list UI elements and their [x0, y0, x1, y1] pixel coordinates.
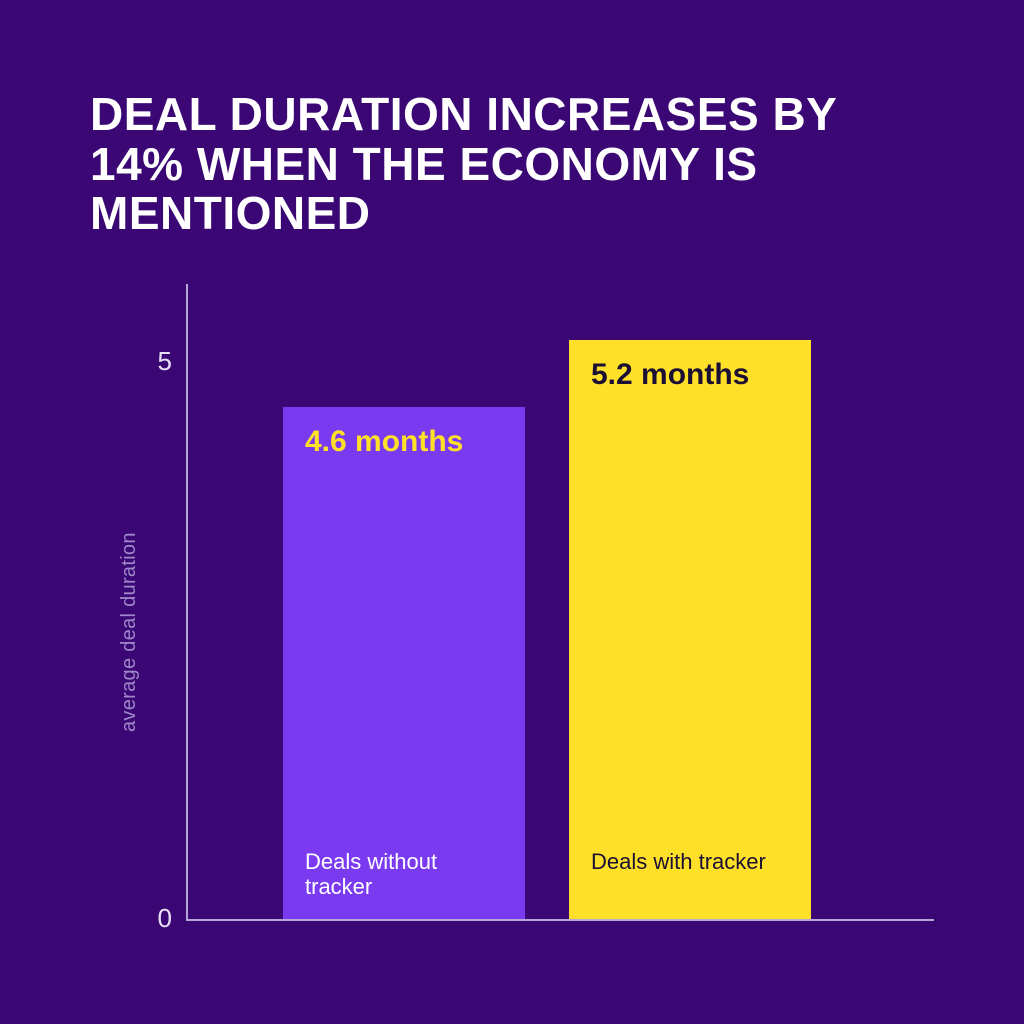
- bar-value-with_tracker: 5.2 months: [591, 358, 789, 391]
- chart-title: DEAL DURATION INCREASES BY 14% WHEN THE …: [90, 90, 934, 239]
- bar-value-no_tracker: 4.6 months: [305, 425, 503, 458]
- x-axis-line: [186, 919, 934, 921]
- bar-with_tracker: [569, 340, 811, 919]
- bar-category-no_tracker: Deals without tracker: [305, 849, 503, 900]
- y-axis-label: average deal duration: [118, 532, 141, 732]
- chart-canvas: DEAL DURATION INCREASES BY 14% WHEN THE …: [0, 0, 1024, 1024]
- y-tick: 0: [132, 903, 172, 934]
- bar-no_tracker: [283, 407, 525, 919]
- y-tick: 5: [132, 346, 172, 377]
- y-axis-line: [186, 284, 188, 919]
- bar-category-with_tracker: Deals with tracker: [591, 849, 789, 874]
